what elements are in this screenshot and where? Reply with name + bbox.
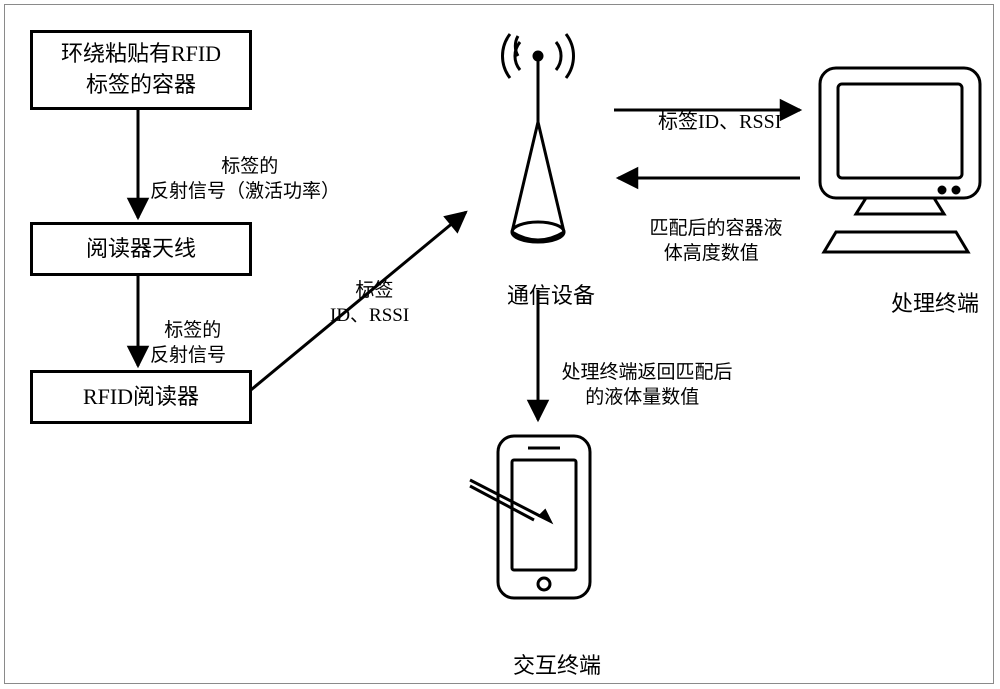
caption-proc: 处理终端 [880, 258, 979, 320]
box-rfid-reader: RFID阅读器 [30, 370, 252, 424]
comm-device-icon [502, 34, 573, 242]
box-rfid-container-l2: 标签的容器 [86, 72, 196, 97]
interaction-terminal-icon [470, 436, 590, 598]
box-rfid-container-l1: 环绕粘贴有RFID [61, 41, 221, 66]
caption-interact: 交互终端 [502, 620, 601, 682]
box-reader-antenna: 阅读器天线 [30, 222, 252, 276]
box-reader-antenna-label: 阅读器天线 [86, 234, 196, 265]
label-arrow2: 标签的反射信号 [150, 292, 226, 369]
box-rfid-container: 环绕粘贴有RFID 标签的容器 [30, 30, 252, 110]
caption-comm: 通信设备 [496, 250, 595, 312]
label-down: 处理终端返回匹配后的液体量数值 [552, 334, 733, 411]
label-top-right: 标签ID、RSSI [648, 80, 781, 136]
box-rfid-reader-label: RFID阅读器 [83, 382, 199, 413]
label-arrow1: 标签的反射信号（激活功率） [150, 128, 340, 205]
processing-terminal-icon [820, 68, 980, 252]
label-arrow3: 标签ID、RSSI [330, 252, 409, 329]
label-bot-right: 匹配后的容器液体高度数值 [640, 190, 783, 267]
